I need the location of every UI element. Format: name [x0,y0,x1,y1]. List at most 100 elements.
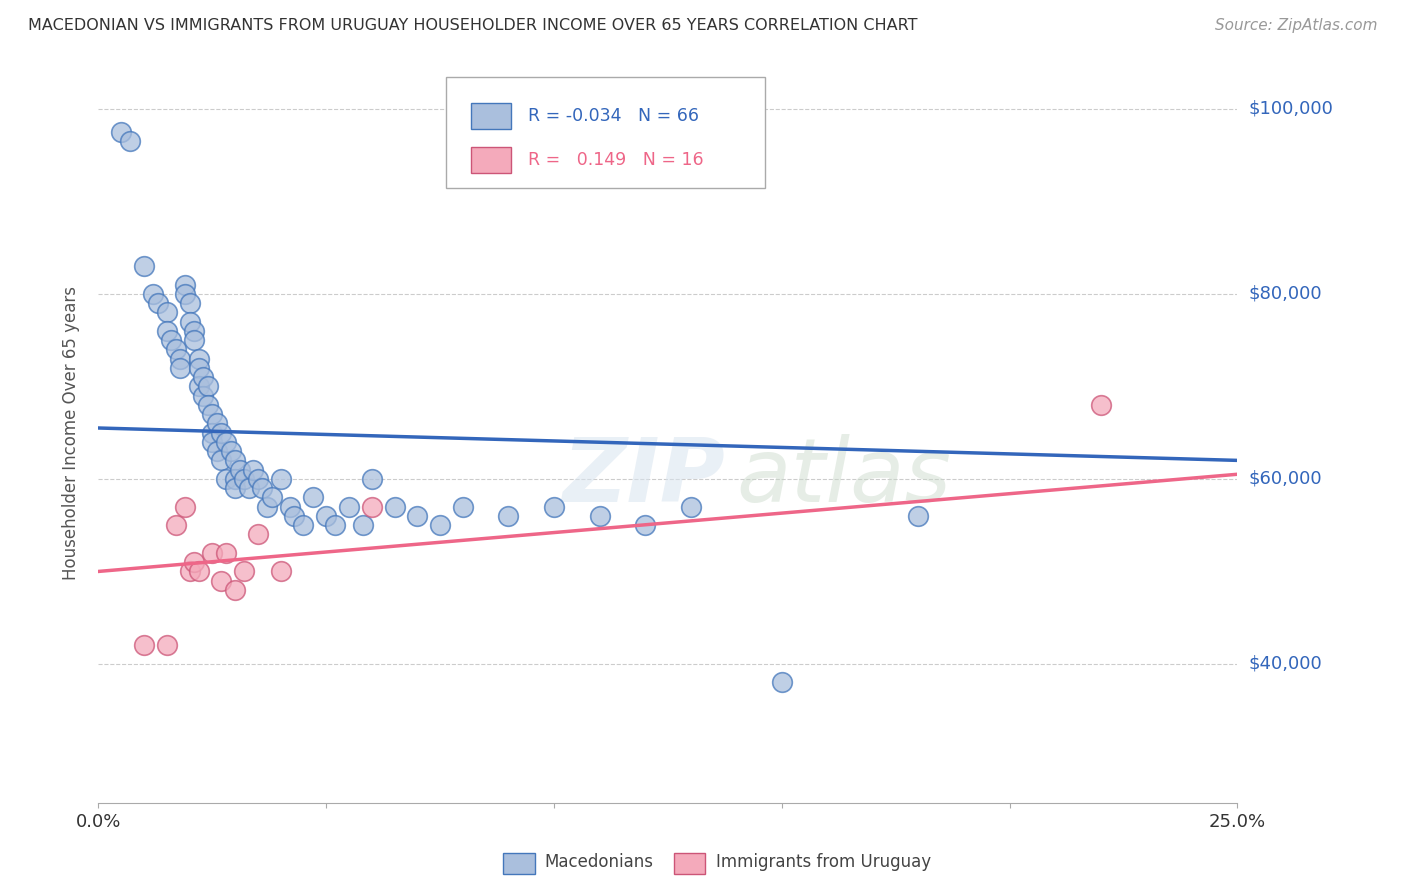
Text: $100,000: $100,000 [1249,100,1333,118]
Point [233,472,256,486]
Point [246,472,269,486]
FancyBboxPatch shape [446,78,765,188]
Point [187,379,209,393]
Point [132,259,155,273]
Point [156,305,179,319]
Point [169,360,191,375]
Text: R = -0.034   N = 66: R = -0.034 N = 66 [527,107,699,126]
Point [352,518,374,533]
Point [201,407,224,421]
Point [634,518,657,533]
Point [270,472,292,486]
Point [301,491,323,505]
Point [360,500,382,514]
Point [429,518,451,533]
Point [907,508,929,523]
Point [292,518,315,533]
Point [233,565,256,579]
Point [165,343,187,357]
Point [224,472,246,486]
Point [209,425,232,440]
Point [205,417,228,431]
Point [256,500,278,514]
Point [215,472,238,486]
Point [219,444,242,458]
FancyBboxPatch shape [471,147,510,173]
Text: $60,000: $60,000 [1249,470,1322,488]
Text: Macedonians: Macedonians [546,853,654,871]
Point [187,351,209,366]
Point [209,574,232,588]
Point [360,472,382,486]
Y-axis label: Householder Income Over 65 years: Householder Income Over 65 years [62,285,80,580]
Point [1090,398,1112,412]
Point [215,546,238,560]
Text: atlas: atlas [737,434,950,520]
Point [120,134,142,148]
Point [183,333,205,347]
Point [110,125,132,139]
Point [543,500,565,514]
Point [209,453,232,467]
Point [179,314,201,328]
Point [679,500,702,514]
Point [246,527,269,541]
Point [132,639,155,653]
Point [201,546,224,560]
Text: R =   0.149   N = 16: R = 0.149 N = 16 [527,151,703,169]
Point [770,675,793,690]
Text: Immigrants from Uruguay: Immigrants from Uruguay [716,853,931,871]
Point [197,398,219,412]
Point [187,360,209,375]
Text: $80,000: $80,000 [1249,285,1322,302]
Point [384,500,406,514]
Text: MACEDONIAN VS IMMIGRANTS FROM URUGUAY HOUSEHOLDER INCOME OVER 65 YEARS CORRELATI: MACEDONIAN VS IMMIGRANTS FROM URUGUAY HO… [28,18,918,33]
Point [205,444,228,458]
Point [142,286,165,301]
Point [315,508,337,523]
Point [451,500,474,514]
Point [337,500,360,514]
Point [588,508,610,523]
Point [187,565,209,579]
Point [174,286,197,301]
Point [224,582,246,597]
Point [242,462,264,476]
Point [156,639,179,653]
Point [238,481,260,495]
Point [498,508,520,523]
Point [224,453,246,467]
Point [174,500,197,514]
Point [193,388,215,402]
Text: ZIP: ZIP [562,434,725,521]
Point [278,500,301,514]
Point [183,324,205,338]
Text: Source: ZipAtlas.com: Source: ZipAtlas.com [1215,18,1378,33]
Point [224,481,246,495]
Point [215,434,238,449]
Point [146,296,169,310]
Point [160,333,183,347]
Point [201,434,224,449]
Point [252,481,274,495]
FancyBboxPatch shape [673,853,706,874]
Point [169,351,191,366]
Point [183,555,205,569]
Point [165,518,187,533]
Point [323,518,346,533]
Point [228,462,250,476]
Point [179,296,201,310]
Point [201,425,224,440]
Text: $40,000: $40,000 [1249,655,1322,673]
Point [197,379,219,393]
Point [174,277,197,292]
Point [270,565,292,579]
Point [260,491,283,505]
Point [179,565,201,579]
FancyBboxPatch shape [503,853,534,874]
Point [193,370,215,384]
Point [283,508,305,523]
Point [156,324,179,338]
Point [406,508,429,523]
FancyBboxPatch shape [471,103,510,129]
